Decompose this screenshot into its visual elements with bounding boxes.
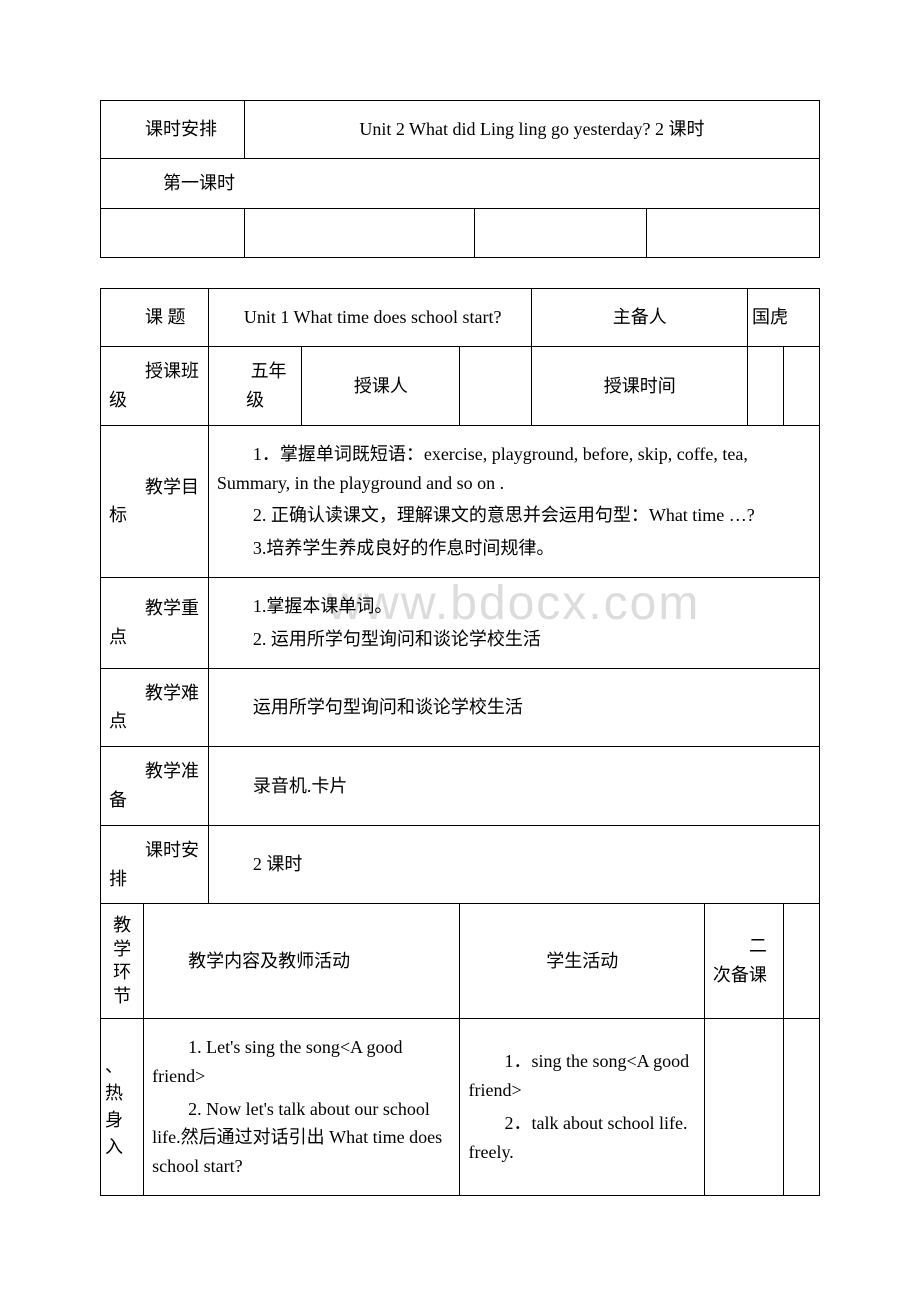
class-label: 授课班级: [101, 347, 209, 426]
prep-value: 录音机.卡片: [208, 747, 819, 826]
time-value-2: [783, 347, 819, 426]
table-row: 教学环节 教学内容及教师活动 学生活动 二次备课: [101, 904, 820, 1019]
table-row: 授课班级 五年级 授课人 授课时间: [101, 347, 820, 426]
preparer-value: 国虎: [748, 289, 820, 347]
section-col-teacher: 教学内容及教师活动: [144, 904, 460, 1019]
keypoints-label: 教学重点: [101, 577, 209, 668]
blank-cell: [647, 208, 820, 258]
period-arrangement-label: 课时安排: [101, 101, 245, 159]
table-row: 教学准备 录音机.卡片: [101, 747, 820, 826]
blank-cell: [474, 208, 647, 258]
periods-label: 课时安排: [101, 825, 209, 904]
objectives-label: 教学目标: [101, 425, 209, 577]
student-activity: 1．sing the song<A good friend> 2．talk ab…: [460, 1018, 704, 1195]
blank-cell: [244, 208, 474, 258]
table-row: [101, 208, 820, 258]
stage-warmup: 、热身 入: [101, 1018, 144, 1195]
table-row: 教学重点 www.bdocx.com 1.掌握本课单词。 2. 运用所学句型询问…: [101, 577, 820, 668]
periods-value: 2 课时: [208, 825, 819, 904]
teacher-activity: 1. Let's sing the song<A good friend> 2.…: [144, 1018, 460, 1195]
table-row: 课时安排 Unit 2 What did Ling ling go yester…: [101, 101, 820, 159]
period-arrangement-value: Unit 2 What did Ling ling go yesterday? …: [244, 101, 819, 159]
difficulty-label: 教学难点: [101, 668, 209, 747]
revise-cell: [704, 1018, 783, 1195]
teacher-value: [460, 347, 532, 426]
first-period-label: 第一课时: [101, 158, 820, 208]
table-row: 、热身 入 1. Let's sing the song<A good frie…: [101, 1018, 820, 1195]
preparer-label: 主备人: [532, 289, 748, 347]
difficulty-value: 运用所学句型询问和谈论学校生活: [208, 668, 819, 747]
lesson-plan-table: 课 题 Unit 1 What time does school start? …: [100, 288, 820, 1196]
topic-value: Unit 1 What time does school start?: [208, 289, 532, 347]
schedule-table-1: 课时安排 Unit 2 What did Ling ling go yester…: [100, 100, 820, 258]
keypoints-value: www.bdocx.com 1.掌握本课单词。 2. 运用所学句型询问和谈论学校…: [208, 577, 819, 668]
table-row: 课时安排 2 课时: [101, 825, 820, 904]
class-value: 五年级: [208, 347, 301, 426]
table-row: 教学目标 1．掌握单词既短语：exercise, playground, bef…: [101, 425, 820, 577]
prep-label: 教学准备: [101, 747, 209, 826]
blank-cell: [101, 208, 245, 258]
teacher-label: 授课人: [302, 347, 460, 426]
section-col-stage: 教学环节: [101, 904, 144, 1019]
table-row: 教学难点 运用所学句型询问和谈论学校生活: [101, 668, 820, 747]
time-value-1: [748, 347, 784, 426]
table-row: 第一课时: [101, 158, 820, 208]
time-label: 授课时间: [532, 347, 748, 426]
blank-cell: [783, 1018, 819, 1195]
objectives-value: 1．掌握单词既短语：exercise, playground, before, …: [208, 425, 819, 577]
section-col-student: 学生活动: [460, 904, 704, 1019]
blank-cell: [783, 904, 819, 1019]
section-col-revise: 二次备课: [704, 904, 783, 1019]
table-row: 课 题 Unit 1 What time does school start? …: [101, 289, 820, 347]
topic-label: 课 题: [101, 289, 209, 347]
